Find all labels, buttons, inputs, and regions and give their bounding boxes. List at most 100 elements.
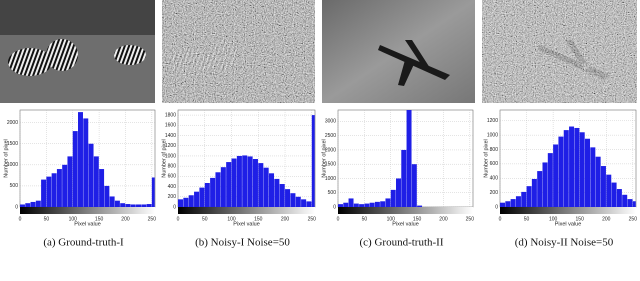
caption: (d) Noisy-II Noise=50: [515, 237, 614, 249]
bar: [83, 118, 89, 207]
bar: [521, 191, 527, 207]
x-tick-label: 150: [254, 216, 263, 222]
gray-scale-bar: [338, 207, 473, 214]
bar: [188, 195, 194, 207]
bar: [505, 201, 511, 207]
y-tick-label: 200: [490, 190, 499, 196]
image-zebra: [0, 0, 155, 103]
x-tick-label: 150: [413, 216, 422, 222]
y-tick-label: 1400: [165, 133, 176, 139]
bar: [500, 202, 506, 207]
bar: [30, 201, 36, 207]
bar: [622, 194, 628, 207]
x-tick-label: 250: [629, 216, 638, 222]
caption: (c) Ground-truth-II: [360, 237, 444, 249]
x-tick-label: 50: [362, 216, 368, 222]
bar: [585, 138, 591, 207]
bar: [183, 197, 189, 207]
y-tick-label: 1200: [165, 143, 176, 149]
bar: [25, 203, 31, 207]
bar: [279, 184, 285, 207]
x-tick-label: 150: [95, 216, 104, 222]
bar: [574, 127, 580, 207]
bar: [542, 162, 548, 207]
image-plane: [322, 0, 475, 103]
bar: [569, 126, 575, 207]
bar: [537, 171, 543, 207]
y-tick-label: 1000: [325, 176, 336, 182]
bar: [178, 199, 184, 207]
bar: [390, 189, 396, 207]
bar: [199, 187, 205, 207]
bar: [204, 183, 210, 207]
bar: [88, 143, 94, 207]
bar: [396, 178, 401, 207]
y-tick-label: 3000: [325, 119, 336, 125]
bar: [78, 112, 83, 207]
x-tick-label: 150: [576, 216, 585, 222]
y-tick-label: 2000: [7, 120, 18, 126]
x-tick-label: 100: [387, 216, 396, 222]
y-tick-label: 0: [333, 204, 336, 210]
x-tick-label: 200: [281, 216, 290, 222]
x-tick-label: 50: [202, 216, 208, 222]
y-tick-label: 800: [168, 163, 177, 169]
bar: [531, 178, 537, 207]
image-plane-noisy: [482, 0, 637, 103]
bar: [290, 193, 296, 207]
bar: [311, 115, 315, 207]
gray-scale-bar: [178, 207, 315, 214]
x-tick-label: 0: [177, 216, 180, 222]
y-tick-label: 800: [490, 147, 499, 153]
y-tick-label: 600: [168, 174, 177, 180]
y-tick-label: 500: [328, 190, 337, 196]
bar: [62, 164, 68, 207]
x-tick-label: 0: [499, 216, 502, 222]
bar: [579, 132, 585, 207]
bar: [401, 149, 407, 207]
bar: [306, 201, 312, 207]
x-tick-label: 200: [439, 216, 448, 222]
bar: [374, 201, 380, 207]
y-tick-label: 2000: [325, 147, 336, 153]
bar: [99, 169, 105, 207]
y-tick-label: 1800: [165, 112, 176, 118]
x-tick-label: 200: [602, 216, 611, 222]
bar: [120, 203, 126, 207]
y-tick-label: 200: [168, 194, 177, 200]
x-tick-label: 100: [69, 216, 78, 222]
bar: [220, 167, 226, 207]
bar: [35, 200, 41, 207]
bar: [369, 202, 375, 207]
bar: [56, 169, 62, 207]
bar: [104, 185, 110, 207]
bar: [263, 167, 269, 207]
bar: [510, 199, 516, 207]
bar: [417, 205, 423, 207]
x-tick-label: 50: [524, 216, 530, 222]
bar: [20, 204, 25, 207]
x-tick-label: 250: [308, 216, 317, 222]
bar: [109, 196, 115, 207]
bar: [114, 200, 120, 207]
bar: [247, 156, 253, 207]
bar: [285, 189, 291, 207]
bar: [274, 178, 280, 207]
y-tick-label: 400: [490, 176, 499, 182]
bar: [627, 199, 633, 207]
bar: [616, 189, 622, 207]
bar: [51, 173, 57, 207]
bar: [411, 164, 417, 207]
y-tick-label: 1500: [325, 162, 336, 168]
bar: [632, 201, 636, 207]
bar: [353, 203, 359, 207]
bar: [526, 186, 532, 207]
bar: [258, 163, 264, 207]
bar: [130, 204, 136, 207]
bar: [236, 155, 242, 207]
y-axis-label: Number of pixel: [3, 139, 9, 178]
y-tick-label: 0: [15, 204, 18, 210]
bar: [141, 204, 147, 207]
x-tick-label: 250: [466, 216, 475, 222]
